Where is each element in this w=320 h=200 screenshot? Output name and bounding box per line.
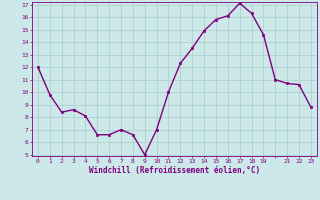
X-axis label: Windchill (Refroidissement éolien,°C): Windchill (Refroidissement éolien,°C) [89,166,260,175]
